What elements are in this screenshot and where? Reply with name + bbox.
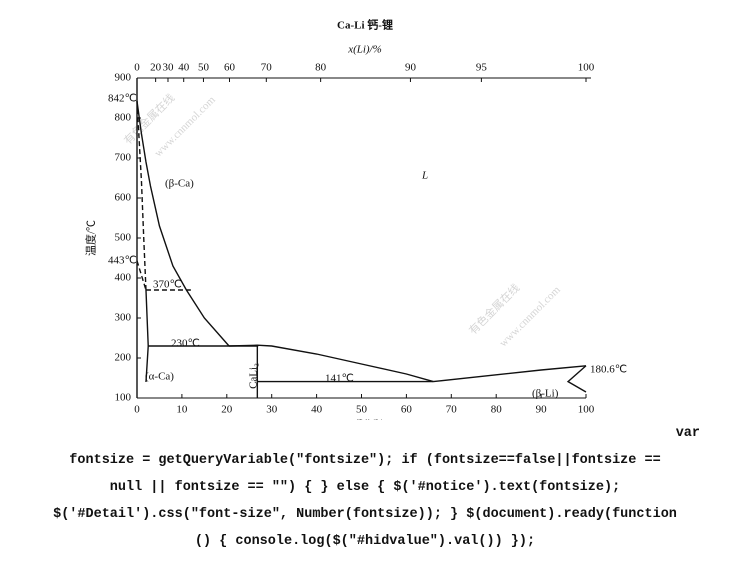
y-tick-label: 400 [115,272,132,284]
top-tick-label: 30 [162,62,174,74]
code-line: var [675,426,700,441]
annotation: 141℃ [325,373,354,385]
top-tick-label: 20 [150,62,162,74]
top-tick-label: 90 [405,62,417,74]
code-line: () { console.log($("#hidvalue").val()) }… [194,534,536,549]
phase-boundary [229,344,434,383]
top-tick-label: 0 [134,62,140,74]
phase-diagram: Ca-Li 钙-锂x(Li)/%w(Li)/%温度/℃0102030405060… [84,18,628,432]
annotation: CaLi₂ [248,363,260,389]
code-line: fontsize = getQueryVariable("fontsize");… [69,453,661,468]
top-tick-label: 100 [578,62,595,74]
top-tick-label: 95 [476,62,488,74]
x-tick-label: 10 [176,404,188,416]
annotation: 370℃ [153,279,182,291]
x-tick-label: 80 [491,404,503,416]
annotation: 842℃ [108,93,137,105]
x-tick-label: 100 [578,404,595,416]
annotation: L [421,170,428,182]
annotation: 230℃ [171,338,200,350]
top-tick-label: 80 [315,62,327,74]
x-tick-label: 40 [311,404,323,416]
x-tick-label: 60 [401,404,413,416]
phase-boundary [433,365,587,383]
y-tick-label: 800 [115,112,132,124]
y-axis-label: 温度/℃ [84,220,98,256]
y-tick-label: 700 [115,152,132,164]
top-tick-label: 60 [224,62,236,74]
x-tick-label: 20 [221,404,233,416]
annotation: 443℃ [108,255,137,267]
annotation: (β-Li) [532,388,559,400]
y-tick-label: 200 [115,352,132,364]
title: Ca-Li 钙-锂 [337,18,393,32]
top-tick-label: 40 [178,62,190,74]
y-tick-label: 300 [115,312,132,324]
top-tick-label: 50 [198,62,210,74]
phase-boundary [136,260,147,291]
annotation: (α-Ca) [145,371,174,383]
x-tick-label: 0 [134,404,140,416]
y-tick-label: 100 [115,392,132,404]
x-tick-label: 70 [446,404,458,416]
code-line: $('#Detail').css("font-size", Number(fon… [53,507,677,522]
x-tick-label: 90 [536,404,548,416]
phase-boundary [145,289,149,383]
y-tick-label: 500 [115,232,132,244]
y-tick-label: 600 [115,192,132,204]
phase-boundary [136,101,147,291]
x-tick-label: 50 [356,404,368,416]
code-line: null || fontsize == "") { } else { $('#n… [109,480,621,495]
phase-boundary [566,365,587,393]
annotation: 180.6℃ [590,364,627,376]
phase-boundary [136,101,230,347]
top-tick-label: 70 [261,62,273,74]
annotation: (β-Ca) [165,178,194,190]
top-axis-label: x(Li)/% [347,44,382,56]
code-text: var fontsize = getQueryVariable("fontsize… [0,420,730,555]
x-tick-label: 30 [266,404,278,416]
y-tick-label: 900 [115,72,132,84]
